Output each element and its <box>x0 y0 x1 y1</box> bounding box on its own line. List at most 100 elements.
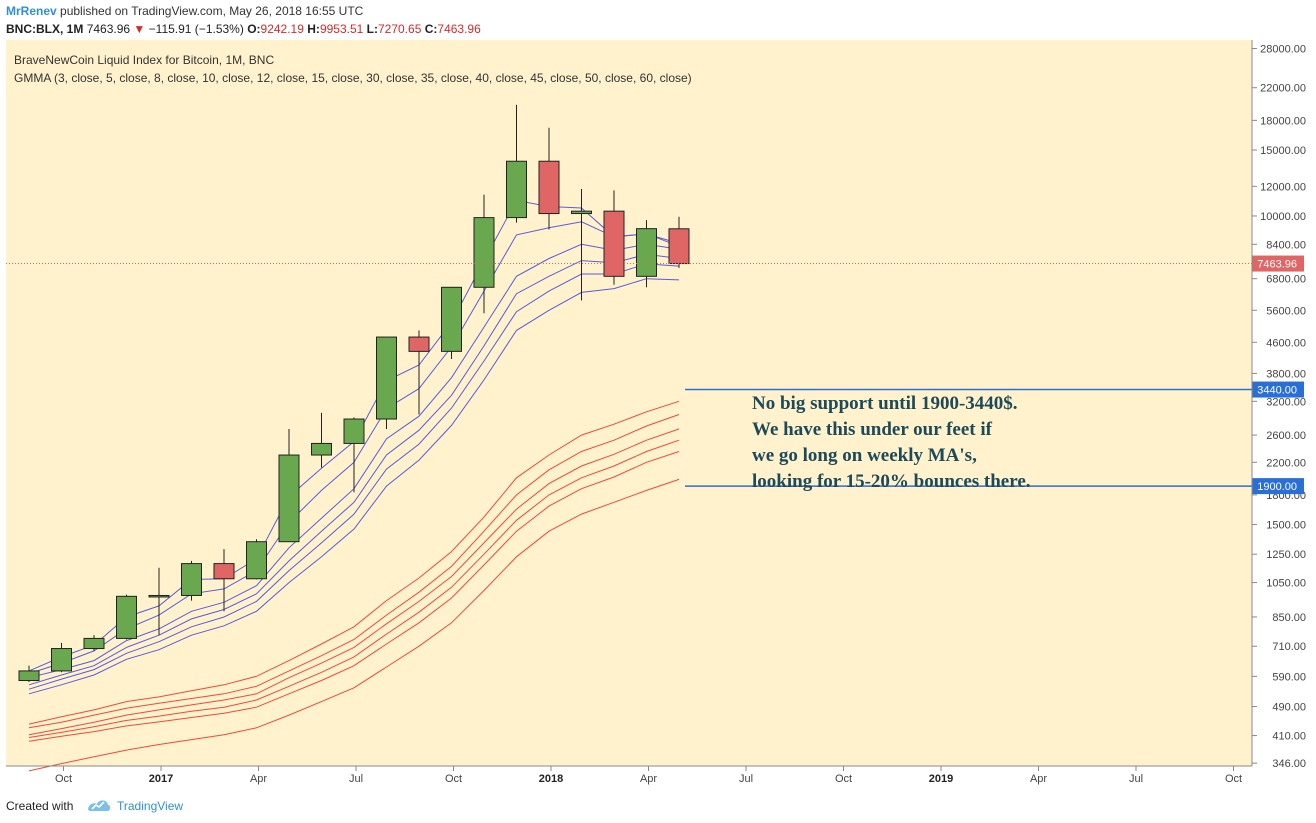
time-axis-label: 2017 <box>149 773 173 785</box>
candle-2017-12 <box>506 104 527 223</box>
candle-2018-03 <box>603 190 625 285</box>
annotation-line: We have this under our feet if <box>752 419 993 440</box>
annotation-line: No big support until 1900-3440$. <box>752 393 1018 414</box>
annotation-line: we go long on weekly MA's, <box>752 445 977 466</box>
price-axis-label: 22000.00 <box>1260 83 1306 95</box>
gmma-long-ema-35 <box>28 414 680 729</box>
price-axis-label: 2600.00 <box>1266 430 1306 442</box>
gmma-long-group <box>28 400 680 772</box>
close-value: 7463.96 <box>437 22 481 36</box>
candle-2016-12 <box>116 594 137 640</box>
candle-body <box>83 637 105 650</box>
candle-body <box>636 228 657 277</box>
price-axis-label: 15000.00 <box>1260 145 1306 157</box>
candle-body <box>116 595 137 639</box>
candle-body <box>668 228 690 265</box>
close-label: C: <box>424 22 438 36</box>
candle-2018-01 <box>538 127 560 230</box>
candle-body <box>603 210 625 277</box>
price-axis-background <box>1252 40 1316 793</box>
price-axis-label: 8400.00 <box>1266 239 1306 251</box>
candle-2017-11 <box>473 194 495 314</box>
price-axis-label: 3800.00 <box>1266 368 1306 380</box>
candle-2017-07 <box>343 417 365 493</box>
gmma-short-ema-12 <box>28 263 680 690</box>
low-value: 7270.65 <box>378 22 422 36</box>
candle-2017-04 <box>246 539 267 580</box>
candle-2017-10 <box>441 286 462 360</box>
candle-body <box>441 286 462 352</box>
candle-body <box>473 217 495 288</box>
time-axis-label: Apr <box>250 773 267 785</box>
gmma-long-ema-45 <box>28 439 680 738</box>
price-axis-label: 1250.00 <box>1266 549 1306 561</box>
price-change: −115.91 (−1.53%) <box>148 22 244 36</box>
price-axis-label: 4600.00 <box>1266 337 1306 349</box>
gmma-long-ema-40 <box>28 428 680 736</box>
support-tag-0 <box>1252 381 1304 398</box>
price-axis-label: 5600.00 <box>1266 305 1306 317</box>
candle-2018-02 <box>571 189 592 301</box>
high-label: H: <box>307 22 320 36</box>
candle-body <box>18 670 40 682</box>
price-axis-label: 28000.00 <box>1260 43 1306 55</box>
price-axis-label: 18000.00 <box>1260 115 1306 127</box>
time-axis-label: Jul <box>349 773 363 785</box>
candle-2018-04 <box>636 220 657 288</box>
candle-body <box>538 160 560 215</box>
time-axis-label: 2018 <box>539 773 563 785</box>
support-tag-label: 3440.00 <box>1257 385 1297 397</box>
time-axis-label: Oct <box>55 773 72 785</box>
support-tag-1 <box>1252 478 1304 495</box>
gmma-short-ema-10 <box>28 253 680 686</box>
open-label: O: <box>247 22 261 36</box>
time-axis-label: 2019 <box>929 773 953 785</box>
last-price-tag-label: 7463.96 <box>1257 259 1297 271</box>
published-text: published on TradingView.com, May 26, 20… <box>60 4 364 18</box>
tradingview-logo-icon <box>88 800 111 811</box>
candle-body <box>51 648 72 672</box>
low-label: L: <box>366 22 378 36</box>
price-axis[interactable]: 346.00 410.00 490.00 590.00 710.00 850.00 1050… <box>1252 43 1306 770</box>
symbol-info: BNC:BLX, 1M 7463.96 ▼ −115.91 (−1.53%) O… <box>6 22 481 36</box>
symbol-name: BNC:BLX, 1M <box>6 22 84 36</box>
candle-body <box>311 442 332 456</box>
plot-background <box>6 40 1252 766</box>
candle-2016-10 <box>51 642 72 673</box>
last-price: 7463.96 <box>86 22 131 36</box>
price-axis-label: 12000.00 <box>1260 181 1306 193</box>
author-link[interactable]: MrRenev <box>6 4 57 18</box>
candle-2017-02 <box>181 560 202 601</box>
candle-body <box>408 336 430 352</box>
price-axis-label: 410.00 <box>1272 731 1306 743</box>
annotation-note: No big support until 1900-3440$. We have … <box>752 393 1031 492</box>
candle-body <box>571 210 592 215</box>
candle-body <box>246 541 267 580</box>
time-axis-background <box>6 766 1252 793</box>
time-axis-label: Jul <box>1129 773 1143 785</box>
price-axis-label: 1050.00 <box>1266 578 1306 590</box>
time-axis-label: Oct <box>1225 773 1242 785</box>
chart-footer: Created with TradingView <box>0 793 1316 823</box>
gmma-long-ema-60 <box>28 478 680 772</box>
publish-info: MrRenev published on TradingView.com, Ma… <box>6 4 363 18</box>
time-axis[interactable]: Oct 2017 Apr Jul Oct 2018 Apr Jul Oct 2019 Apr Jul O… <box>55 766 1242 785</box>
price-axis-label: 1500.00 <box>1266 520 1306 532</box>
price-axis-label: 10000.00 <box>1260 211 1306 223</box>
time-axis-label: Apr <box>640 773 657 785</box>
support-tag-label: 1900.00 <box>1257 481 1297 493</box>
annotation-line: looking for 15-20% bounces there. <box>752 471 1031 492</box>
indicator-legend: GMMA (3, close, 5, close, 8, close, 10, … <box>14 71 692 85</box>
candle-body <box>181 563 202 596</box>
time-axis-label: Oct <box>445 773 462 785</box>
candle-2016-09 <box>18 665 40 682</box>
price-chart[interactable]: 346.00 410.00 490.00 590.00 710.00 850.00 1050… <box>0 40 1316 793</box>
gmma-short-group <box>28 199 680 695</box>
candle-body <box>278 454 300 543</box>
price-axis-label: 6800.00 <box>1266 274 1306 286</box>
open-value: 9242.19 <box>260 22 304 36</box>
candle-body <box>506 160 527 219</box>
candle-2017-09 <box>408 330 430 415</box>
tradingview-link[interactable]: TradingView <box>117 799 184 813</box>
candle-body <box>213 563 235 580</box>
